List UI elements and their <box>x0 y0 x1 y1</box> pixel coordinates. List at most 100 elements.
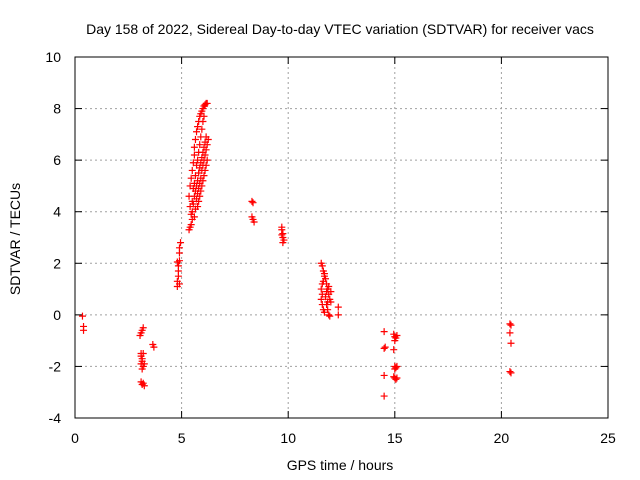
data-point-marker <box>203 141 211 149</box>
data-point-marker <box>380 371 388 379</box>
data-points <box>78 99 515 400</box>
data-point-marker <box>317 295 325 303</box>
y-tick-label: -4 <box>49 410 62 426</box>
data-point-marker <box>190 143 198 151</box>
data-point-marker <box>380 344 388 352</box>
data-point-marker <box>175 244 183 252</box>
data-point-marker <box>317 285 325 293</box>
y-tick-label: 10 <box>45 49 61 65</box>
data-point-marker <box>201 151 209 159</box>
data-point-marker <box>199 117 207 125</box>
data-point-marker <box>324 298 332 306</box>
data-point-marker <box>278 226 286 234</box>
data-point-marker <box>195 197 203 205</box>
data-point-marker <box>327 288 335 296</box>
data-point-marker <box>319 277 327 285</box>
data-point-marker <box>393 331 401 339</box>
data-point-marker <box>390 346 398 354</box>
data-point-marker <box>506 368 514 376</box>
x-tick-label: 20 <box>494 430 510 446</box>
data-point-marker <box>391 337 399 345</box>
data-point-marker <box>194 156 202 164</box>
data-point-marker <box>325 282 333 290</box>
data-point-marker <box>191 172 199 180</box>
data-point-marker <box>279 239 287 247</box>
data-point-marker <box>201 166 209 174</box>
data-point-marker <box>195 148 203 156</box>
data-point-marker <box>203 99 211 107</box>
data-point-marker <box>190 213 198 221</box>
y-axis-label: SDTVAR / TECUs <box>7 183 23 295</box>
data-point-marker <box>334 303 342 311</box>
y-tick-label: -2 <box>49 358 62 374</box>
data-point-marker <box>177 239 185 247</box>
y-tick-label: 6 <box>53 152 61 168</box>
data-point-marker <box>322 293 330 301</box>
y-tick-label: 0 <box>53 307 61 323</box>
data-point-marker <box>200 112 208 120</box>
data-point-marker <box>334 311 342 319</box>
data-point-marker <box>198 125 206 133</box>
data-point-marker <box>194 203 202 211</box>
data-point-marker <box>392 364 400 372</box>
data-point-marker <box>187 221 195 229</box>
data-point-marker <box>193 128 201 136</box>
data-point-marker <box>191 136 199 144</box>
data-point-marker <box>139 350 147 358</box>
data-point-marker <box>197 187 205 195</box>
data-point-marker <box>78 312 86 320</box>
data-point-marker <box>175 280 183 288</box>
data-point-marker <box>326 312 334 320</box>
data-point-marker <box>392 375 400 383</box>
data-point-marker <box>80 326 88 334</box>
data-point-marker <box>318 262 326 270</box>
data-point-marker <box>325 311 333 319</box>
data-point-marker <box>380 392 388 400</box>
data-point-marker <box>187 174 195 182</box>
data-point-marker <box>248 197 256 205</box>
x-tick-label: 10 <box>280 430 296 446</box>
data-point-marker <box>381 343 389 351</box>
y-tick-label: 2 <box>53 255 61 271</box>
data-point-marker <box>140 360 148 368</box>
data-point-marker <box>249 199 257 207</box>
data-point-marker <box>393 374 401 382</box>
axis-tick-labels: 0 5 10 15 20 25 -4 -2 0 2 4 6 8 10 <box>45 49 616 446</box>
data-point-marker <box>324 306 332 314</box>
data-point-marker <box>250 218 258 226</box>
data-point-marker <box>188 166 196 174</box>
data-point-marker <box>174 262 182 270</box>
data-point-marker <box>203 156 211 164</box>
x-tick-label: 0 <box>71 430 79 446</box>
data-point-marker <box>140 382 148 390</box>
data-point-marker <box>194 123 202 131</box>
y-tick-label: 4 <box>53 204 61 220</box>
data-point-marker <box>196 192 204 200</box>
data-point-marker <box>279 230 287 238</box>
data-point-marker <box>204 136 212 144</box>
data-point-marker <box>139 324 147 332</box>
data-point-marker <box>200 172 208 180</box>
data-point-marker <box>196 141 204 149</box>
data-point-marker <box>190 151 198 159</box>
data-point-marker <box>198 182 206 190</box>
plot-frame <box>74 56 609 419</box>
data-point-marker <box>202 161 210 169</box>
data-point-marker <box>506 320 514 328</box>
x-tick-label: 15 <box>387 430 403 446</box>
data-point-marker <box>507 339 515 347</box>
chart-title: Day 158 of 2022, Sidereal Day-to-day VTE… <box>86 21 594 37</box>
y-tick-label: 8 <box>53 101 61 117</box>
data-point-marker <box>138 365 146 373</box>
data-point-marker <box>202 146 210 154</box>
data-point-marker <box>393 362 401 370</box>
data-point-marker <box>507 369 515 377</box>
data-point-marker <box>193 161 201 169</box>
data-point-marker <box>199 177 207 185</box>
x-tick-label: 5 <box>178 430 186 446</box>
data-point-marker <box>507 321 515 329</box>
data-point-marker <box>506 329 514 337</box>
data-point-marker <box>188 197 196 205</box>
